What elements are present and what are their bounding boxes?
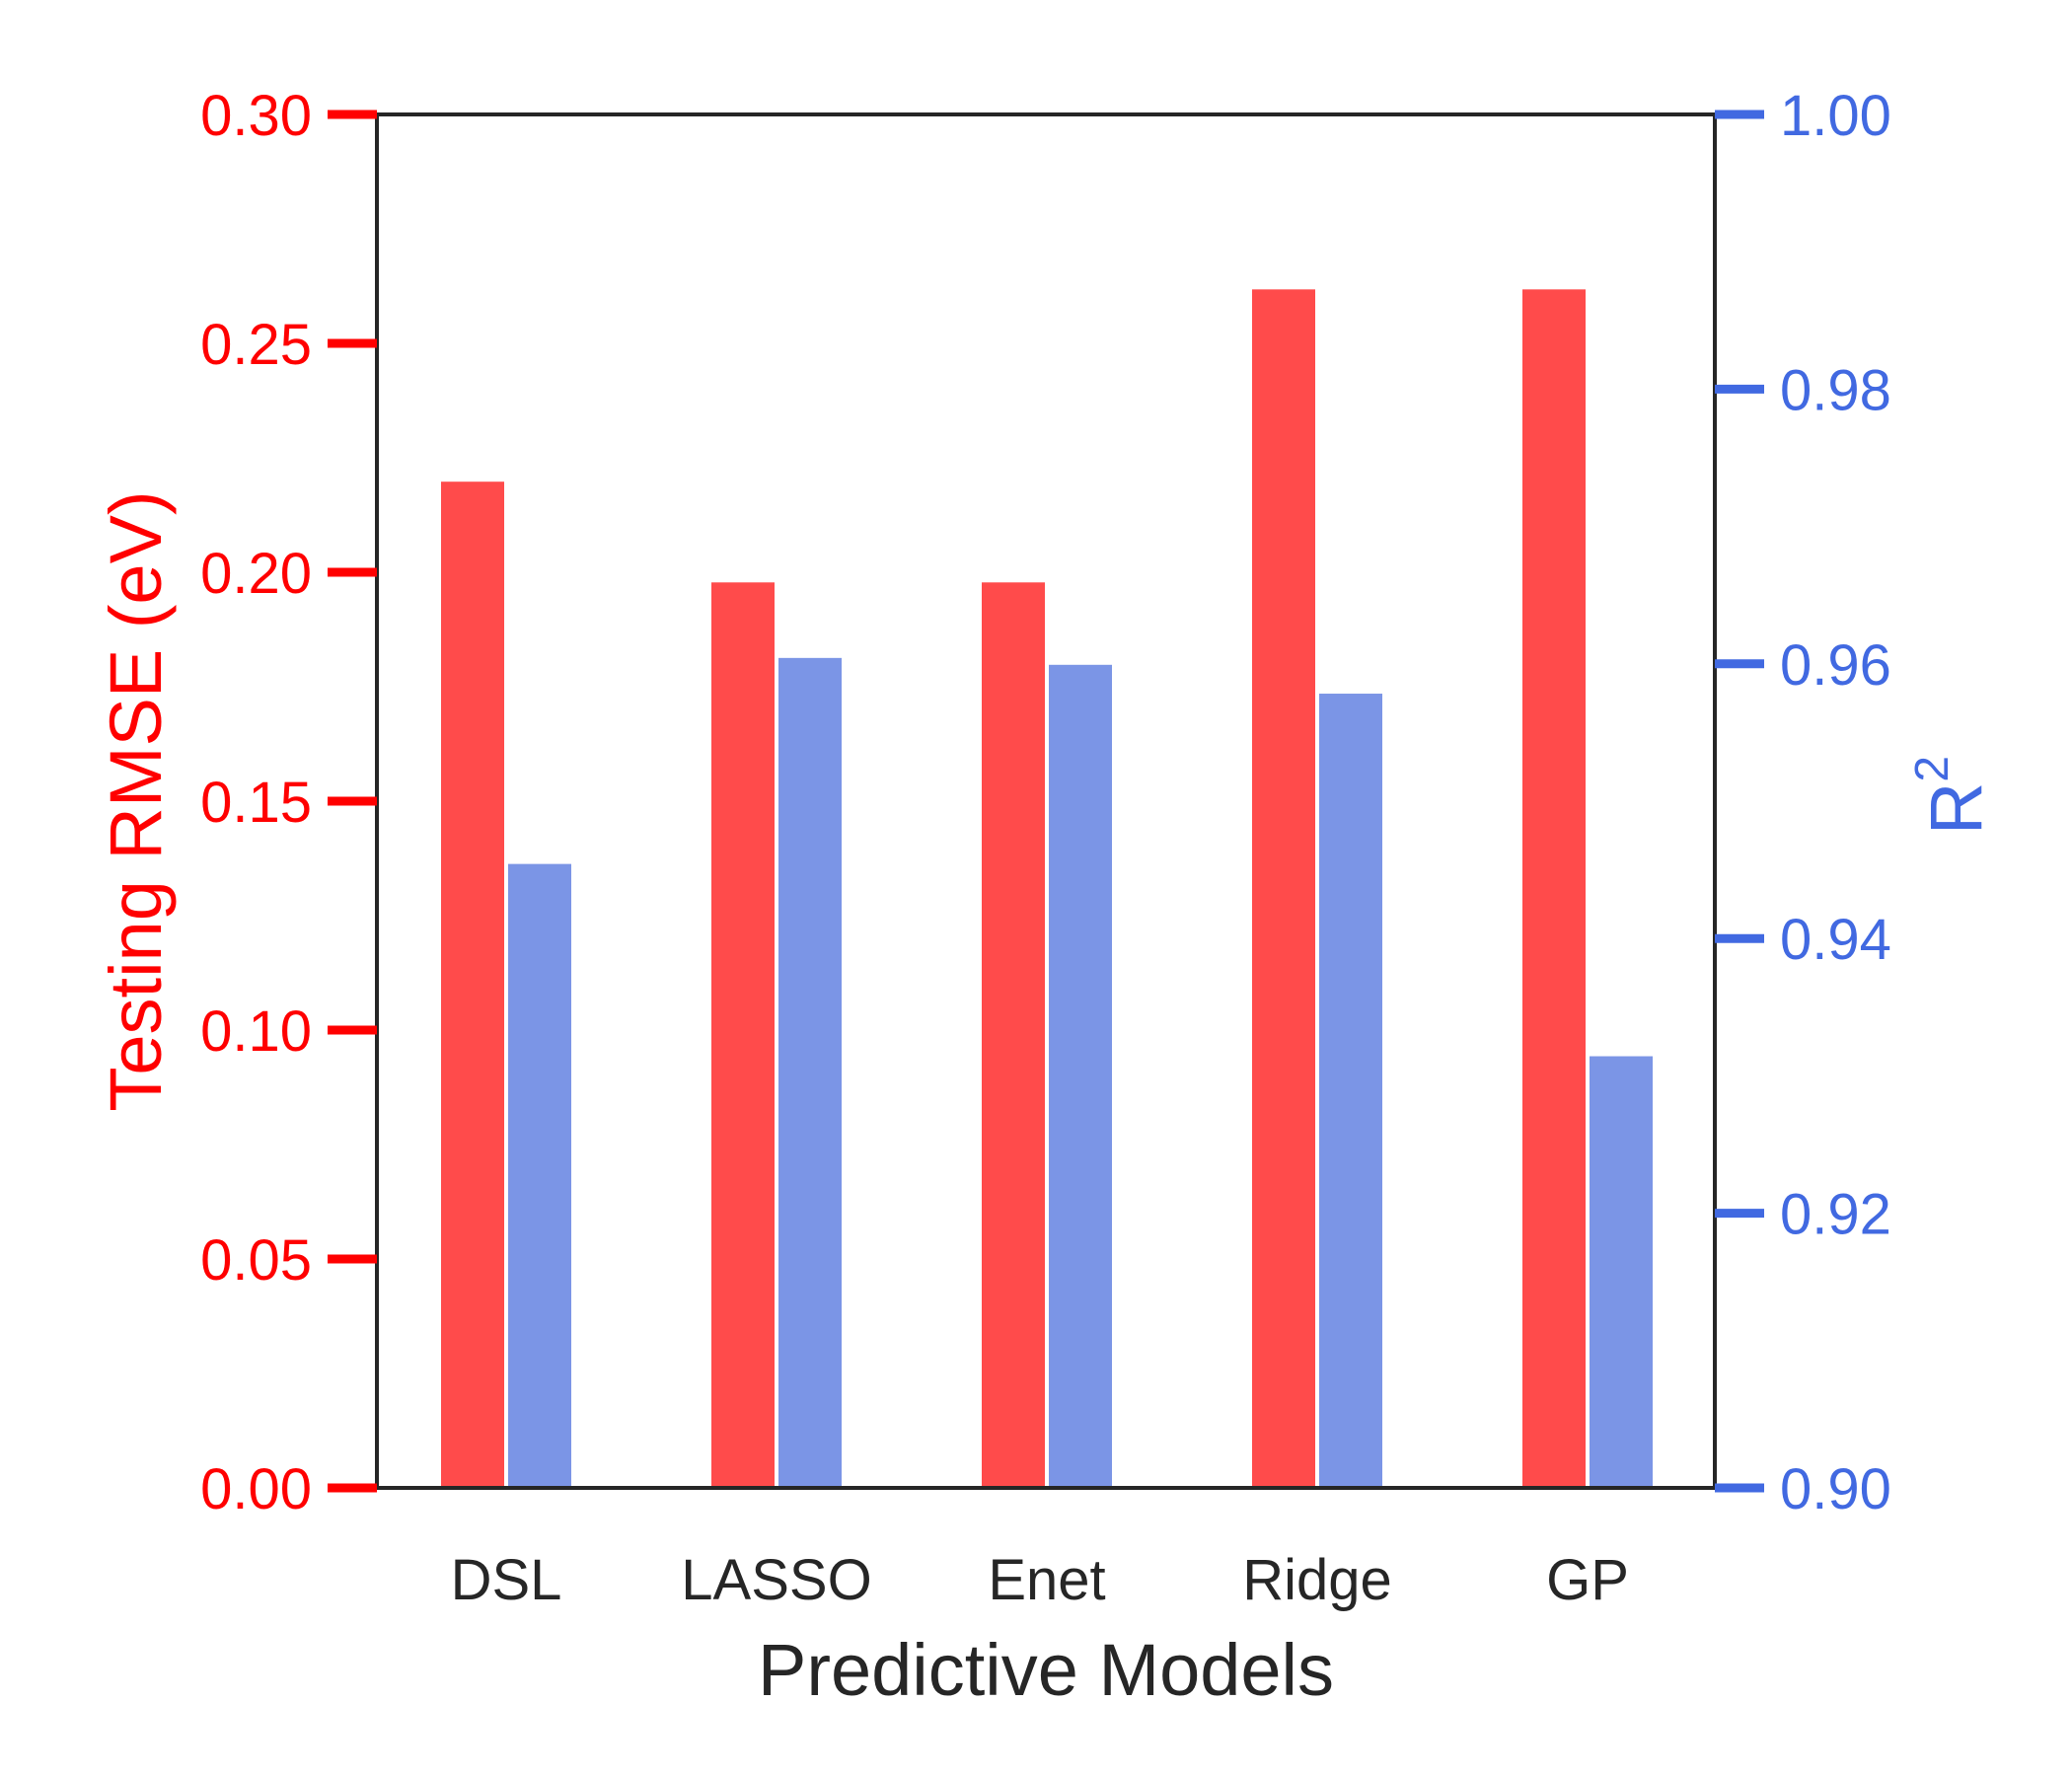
right-tick-label: 0.94 [1780, 908, 1891, 972]
right-axis-label-base: R [1915, 782, 1997, 835]
left-tick-label: 0.15 [200, 771, 312, 835]
bar-gp-rmse [1520, 287, 1588, 1490]
bar-dsl-rmse [439, 480, 506, 1489]
right-tick-label: 0.92 [1780, 1183, 1891, 1247]
left-tick-label: 0.10 [200, 999, 312, 1064]
x-tick-label: DSL [451, 1548, 562, 1612]
bar-gp-r2 [1588, 1054, 1655, 1490]
left-tick-label: 0.05 [200, 1228, 312, 1293]
left-tick-label: 0.25 [200, 313, 312, 377]
x-tick-label: Enet [988, 1548, 1105, 1612]
bar-enet-rmse [980, 580, 1047, 1489]
left-tick-label: 0.00 [200, 1457, 312, 1521]
right-tick-label: 0.96 [1780, 633, 1891, 698]
bar-lasso-rmse [709, 580, 777, 1489]
bar-ridge-rmse [1250, 287, 1317, 1490]
bar-ridge-r2 [1317, 692, 1384, 1489]
right-axis-label-superscript: 2 [1906, 756, 1959, 782]
right-tick-label: 0.90 [1780, 1457, 1891, 1521]
x-axis-label: Predictive Models [758, 1629, 1334, 1711]
right-axis-ticks: 0.90 0.92 0.94 0.96 0.98 1.00 [1715, 84, 1891, 1521]
x-tick-label: GP [1546, 1548, 1629, 1612]
bar-lasso-r2 [777, 655, 844, 1489]
bar-dsl-r2 [506, 861, 573, 1489]
left-axis-label: Testing RMSE (eV) [95, 490, 177, 1111]
bar-enet-r2 [1047, 662, 1114, 1489]
x-tick-label: Ridge [1242, 1548, 1392, 1612]
right-tick-label: 0.98 [1780, 358, 1891, 422]
right-axis-label: R2 [1906, 756, 1997, 835]
right-tick-label: 1.00 [1780, 84, 1891, 148]
left-tick-label: 0.20 [200, 542, 312, 606]
x-tick-label: LASSO [681, 1548, 871, 1612]
bars-group [439, 287, 1655, 1490]
left-axis-ticks: 0.00 0.05 0.10 0.15 0.20 0.25 0.30 [200, 84, 377, 1521]
left-tick-label: 0.30 [200, 84, 312, 148]
x-axis-ticks: DSL LASSO Enet Ridge GP [451, 1548, 1629, 1612]
